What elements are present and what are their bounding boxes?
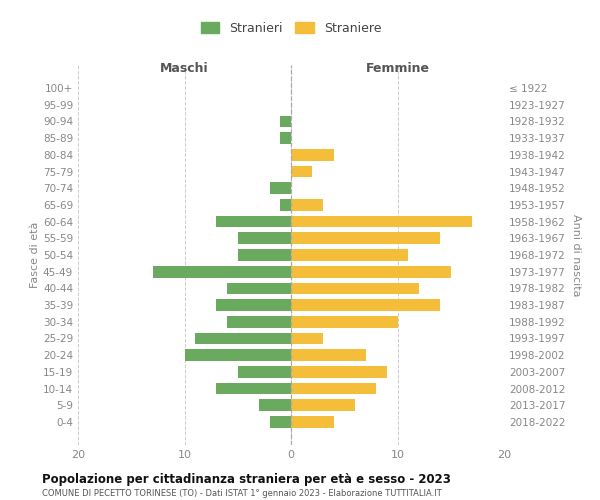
Bar — [291, 299, 440, 311]
Bar — [280, 116, 291, 128]
Bar — [291, 249, 408, 261]
Bar — [291, 316, 398, 328]
Bar — [217, 216, 291, 228]
Bar — [217, 299, 291, 311]
Bar — [259, 400, 291, 411]
Bar — [238, 366, 291, 378]
Bar — [291, 382, 376, 394]
Bar — [185, 350, 291, 361]
Bar — [217, 382, 291, 394]
Text: Femmine: Femmine — [365, 62, 430, 75]
Bar — [291, 149, 334, 160]
Bar — [291, 332, 323, 344]
Legend: Stranieri, Straniere: Stranieri, Straniere — [197, 18, 385, 38]
Bar — [227, 316, 291, 328]
Bar — [291, 350, 365, 361]
Bar — [291, 282, 419, 294]
Bar — [280, 132, 291, 144]
Y-axis label: Fasce di età: Fasce di età — [30, 222, 40, 288]
Bar — [270, 416, 291, 428]
Bar — [238, 232, 291, 244]
Text: Popolazione per cittadinanza straniera per età e sesso - 2023: Popolazione per cittadinanza straniera p… — [42, 472, 451, 486]
Bar — [195, 332, 291, 344]
Y-axis label: Anni di nascita: Anni di nascita — [571, 214, 581, 296]
Text: Maschi: Maschi — [160, 62, 209, 75]
Bar — [152, 266, 291, 278]
Bar — [291, 366, 387, 378]
Bar — [291, 232, 440, 244]
Bar — [291, 266, 451, 278]
Text: COMUNE DI PECETTO TORINESE (TO) - Dati ISTAT 1° gennaio 2023 - Elaborazione TUTT: COMUNE DI PECETTO TORINESE (TO) - Dati I… — [42, 489, 442, 498]
Bar — [238, 249, 291, 261]
Bar — [280, 199, 291, 211]
Bar — [291, 199, 323, 211]
Bar — [270, 182, 291, 194]
Bar — [291, 166, 313, 177]
Bar — [291, 216, 472, 228]
Bar — [291, 400, 355, 411]
Bar — [227, 282, 291, 294]
Bar — [291, 416, 334, 428]
